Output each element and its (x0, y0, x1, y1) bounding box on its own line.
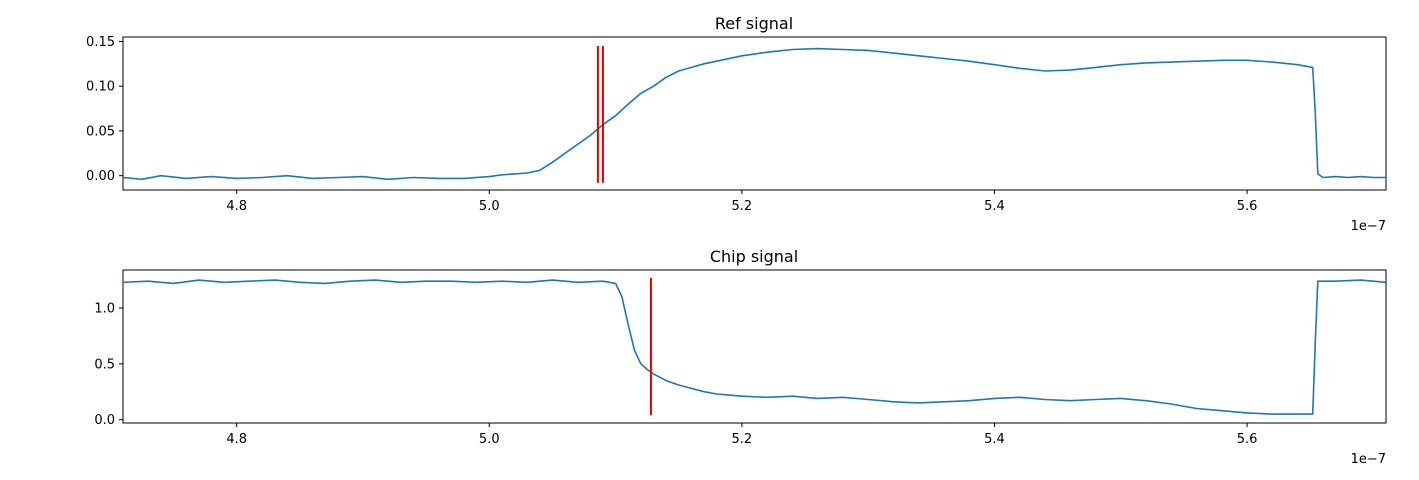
ref-signal-x-tick-label: 5.6 (1237, 199, 1258, 214)
ref-signal-x-tick-label: 5.0 (479, 199, 500, 214)
chip-signal-x-tick-label: 5.2 (732, 432, 753, 447)
ref-signal-x-tick-label: 5.4 (984, 199, 1005, 214)
chip-signal-y-tick-label: 0.5 (94, 357, 115, 372)
chip-signal-panel: Chip signal 4.8 5.0 5.2 5.4 5.6 0.0 0.5 1.0 1e… (94, 247, 1387, 467)
chip-signal-plot-frame (122, 269, 1387, 424)
chip-signal-plot-area (122, 277, 1387, 416)
chip-signal-x-tick-label: 4.8 (226, 432, 247, 447)
ref-signal-y-tick-label: 0.05 (86, 124, 115, 139)
chip-signal-x-tick-label: 5.4 (984, 432, 1005, 447)
ref-signal-x-tick-label: 4.8 (226, 199, 247, 214)
ref-signal-y-tick-label: 0.15 (86, 35, 115, 50)
chip-signal-x-offset-label: 1e−7 (1351, 452, 1386, 467)
chip-signal-x-axis: 4.8 5.0 5.2 5.4 5.6 (226, 423, 1257, 447)
chip-signal-x-tick-label: 5.0 (479, 432, 500, 447)
ref-signal-title: Ref signal (715, 14, 793, 33)
ref-signal-series-line (122, 47, 1386, 181)
ref-signal-x-tick-label: 5.2 (732, 199, 753, 214)
chip-signal-y-axis: 0.0 0.5 1.0 (94, 301, 123, 428)
chip-signal-y-tick-label: 0.0 (94, 413, 115, 428)
ref-signal-plot-frame (122, 36, 1387, 191)
chip-signal-y-tick-label: 1.0 (94, 301, 115, 316)
ref-signal-y-tick-label: 0.10 (86, 80, 115, 95)
ref-signal-x-offset-label: 1e−7 (1351, 219, 1386, 234)
chip-signal-title: Chip signal (710, 247, 798, 266)
ref-signal-y-tick-label: 0.00 (86, 169, 115, 184)
ref-signal-panel: Ref signal 4.8 5.0 5.2 5.4 5.6 0.000.050.100… (86, 14, 1387, 234)
chip-signal-series-line (122, 279, 1387, 415)
ref-signal-x-axis: 4.8 5.0 5.2 5.4 5.6 (226, 190, 1257, 214)
ref-signal-y-axis: 0.00 0.05 0.10 0.15 (86, 35, 123, 184)
chip-signal-x-tick-label: 5.6 (1237, 432, 1258, 447)
ref-signal-plot-area (122, 45, 1386, 183)
